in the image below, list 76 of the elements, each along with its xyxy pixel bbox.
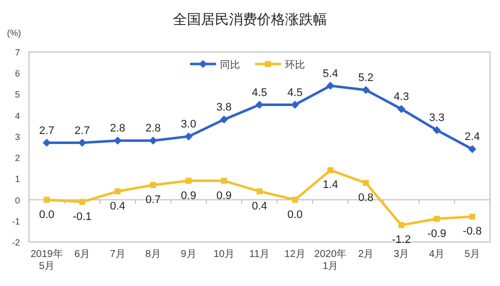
data-label: 4.5 (252, 86, 268, 99)
chart-title: 全国居民消费价格涨跌幅 (173, 11, 327, 27)
data-label: 0.4 (110, 200, 126, 212)
data-label: 2.8 (145, 122, 161, 135)
data-label: 0.4 (252, 200, 268, 212)
x-tick-label: 2月 (358, 249, 374, 260)
data-label: 4.3 (394, 91, 409, 103)
y-tick-label: 6 (14, 68, 20, 79)
point (220, 116, 228, 124)
y-tick-label: 1 (14, 174, 20, 184)
point (468, 145, 476, 154)
x-tick-label: 7月 (110, 249, 126, 260)
data-label: 1.4 (322, 179, 338, 192)
point (432, 126, 441, 134)
point (327, 167, 334, 174)
y-tick-label: 5 (14, 90, 20, 100)
y-tick-label: -1 (12, 216, 20, 226)
data-label: 2.7 (74, 124, 90, 137)
x-tick-label: 6月 (74, 249, 90, 260)
x-tick-label: 4月 (429, 249, 445, 260)
data-label: 2.4 (464, 131, 480, 144)
x-tick-label: 12月 (284, 249, 306, 260)
data-label: 0.0 (287, 208, 303, 221)
y-tick-label: -2 (12, 238, 20, 248)
point (150, 182, 156, 188)
data-label: 0.0 (39, 208, 54, 221)
data-label: -1.2 (392, 234, 411, 246)
y-tick-label: 7 (14, 48, 20, 58)
point (397, 105, 406, 113)
point (114, 136, 122, 145)
point (326, 82, 334, 90)
point (149, 136, 158, 145)
point (398, 222, 404, 228)
point (186, 178, 192, 184)
y-tick-label: 3 (14, 132, 20, 142)
legend-label: 同比 (220, 59, 240, 71)
point (256, 188, 262, 194)
data-label: 3.3 (429, 112, 444, 124)
point (44, 196, 50, 203)
x-tick-label: 5月 (464, 249, 480, 260)
y-axis-title: (%) (7, 28, 21, 38)
y-tick-label: 2 (14, 153, 20, 164)
x-tick-label: 11月 (249, 249, 270, 260)
data-label: -0.8 (462, 226, 482, 238)
point (434, 216, 440, 222)
x-tick-label: 9月 (180, 249, 196, 260)
y-tick-label: 0 (14, 195, 20, 206)
data-label: 4.5 (287, 86, 303, 99)
data-label: 0.7 (145, 194, 161, 206)
data-label: 0.9 (216, 190, 232, 202)
point (221, 178, 228, 184)
data-label: 2.8 (110, 122, 126, 135)
point (79, 198, 86, 205)
point (292, 196, 298, 203)
point (184, 132, 193, 140)
point (256, 100, 264, 109)
point (469, 214, 476, 220)
point (362, 86, 370, 94)
point (362, 180, 369, 186)
data-label: 0.8 (358, 192, 374, 204)
data-label: 2.7 (39, 124, 54, 137)
legend-label: 环比 (285, 59, 305, 71)
data-label: -0.1 (72, 210, 92, 223)
data-label: 5.2 (358, 72, 374, 84)
x-tick-label: 3月 (394, 249, 410, 260)
point (114, 188, 121, 194)
x-tick-label: 8月 (145, 249, 161, 260)
data-label: 3.8 (216, 102, 232, 114)
x-tick-label: 10月 (213, 249, 235, 260)
x-tick-label: 2019年 5月 (30, 248, 63, 272)
data-label: -0.9 (427, 228, 446, 240)
y-tick-label: 4 (14, 110, 20, 121)
x-tick-label: 2020年 1月 (314, 248, 347, 272)
data-label: 5.4 (322, 68, 338, 80)
data-label: 0.9 (180, 190, 196, 202)
data-label: 3.0 (180, 118, 196, 130)
